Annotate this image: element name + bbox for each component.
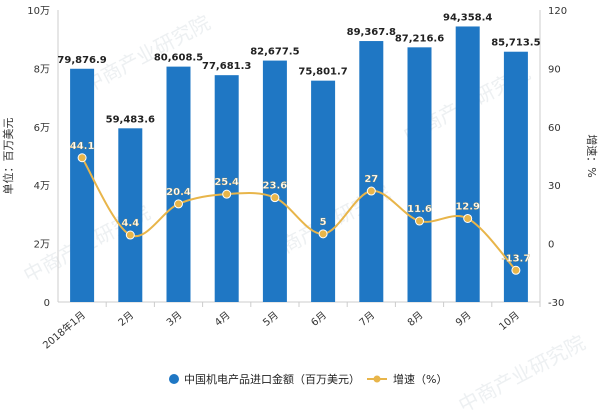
x-tick-label: 7月 bbox=[357, 309, 377, 329]
legend-line-dot bbox=[373, 375, 381, 383]
bar-value-label: 94,358.4 bbox=[443, 12, 492, 23]
growth-point bbox=[270, 193, 280, 203]
bar-value-label: 85,713.5 bbox=[491, 38, 540, 49]
bar bbox=[503, 51, 528, 302]
x-tick-label: 5月 bbox=[261, 309, 281, 329]
growth-line bbox=[77, 153, 521, 275]
legend: 中国机电产品进口金额（百万美元） 增速（%） bbox=[169, 372, 447, 386]
left-axis-title: 单位：百万美元 bbox=[1, 118, 15, 195]
left-tick-label: 10万 bbox=[27, 6, 50, 17]
growth-value-label: 4.4 bbox=[121, 218, 139, 229]
x-tick-label: 6月 bbox=[309, 309, 329, 329]
right-tick-label: 90 bbox=[548, 64, 561, 75]
bar-value-label: 89,367.8 bbox=[347, 27, 396, 38]
x-tick-label: 8月 bbox=[405, 309, 425, 329]
bars bbox=[70, 26, 528, 303]
right-axis-title: 增速：% bbox=[585, 134, 599, 177]
left-tick-label: 6万 bbox=[34, 123, 50, 134]
right-tick-label: 120 bbox=[548, 6, 567, 17]
right-tick-label: -30 bbox=[548, 298, 564, 309]
legend-line-label: 增速（%） bbox=[393, 372, 447, 386]
growth-point bbox=[125, 230, 135, 240]
growth-value-label: 25.4 bbox=[214, 177, 239, 188]
growth-value-label: 12.9 bbox=[455, 201, 480, 212]
bar-value-label: 82,677.5 bbox=[250, 47, 299, 58]
growth-point bbox=[318, 229, 328, 239]
growth-point bbox=[463, 213, 473, 223]
x-tick-label: 9月 bbox=[453, 309, 473, 329]
growth-point bbox=[174, 199, 183, 209]
growth-value-label: 5 bbox=[320, 217, 327, 228]
bar-value-label: 79,876.9 bbox=[57, 55, 106, 66]
growth-point bbox=[366, 186, 376, 196]
x-tick-label: 3月 bbox=[164, 309, 184, 329]
growth-value-label: 44.1 bbox=[70, 141, 95, 152]
bar bbox=[166, 66, 191, 303]
bar bbox=[407, 47, 432, 302]
growth-value-label: 11.6 bbox=[407, 204, 432, 215]
x-tick-label: 2018年1月 bbox=[40, 308, 88, 351]
right-tick-label: 0 bbox=[548, 240, 554, 251]
growth-point bbox=[415, 216, 424, 226]
data-labels: 79,876.9 59,483.6 80,608.577,681.3 82,677.5… bbox=[57, 12, 540, 264]
left-tick-label: 8万 bbox=[34, 64, 50, 75]
growth-point bbox=[77, 153, 87, 163]
left-tick-label: 4万 bbox=[34, 181, 50, 192]
x-tick-label: 2月 bbox=[116, 309, 136, 329]
left-tick-label: 2万 bbox=[34, 240, 50, 251]
bar bbox=[118, 128, 143, 302]
bar-value-label: 59,483.6 bbox=[106, 114, 155, 125]
right-tick-label: 30 bbox=[548, 181, 561, 192]
legend-bar-marker bbox=[169, 374, 179, 384]
bar-value-label: 75,801.7 bbox=[298, 67, 347, 78]
bar-value-label: 77,681.3 bbox=[202, 61, 251, 72]
bar bbox=[70, 68, 95, 302]
bar bbox=[262, 60, 287, 303]
left-tick-label: 0 bbox=[44, 298, 50, 309]
bar bbox=[214, 75, 239, 303]
growth-point bbox=[222, 189, 232, 199]
growth-value-label: 27 bbox=[364, 174, 378, 185]
right-tick-label: 60 bbox=[548, 123, 561, 134]
bar-value-label: 87,216.6 bbox=[395, 33, 444, 44]
growth-line-path bbox=[81, 157, 517, 271]
x-tick-label: 4月 bbox=[212, 309, 232, 329]
growth-value-label: 23.6 bbox=[263, 181, 288, 192]
growth-value-label: 20.4 bbox=[166, 187, 191, 198]
bar bbox=[455, 26, 480, 302]
bar bbox=[311, 80, 336, 303]
bar-value-label: 80,608.5 bbox=[154, 53, 203, 64]
x-tick-label: 10月 bbox=[497, 309, 522, 333]
growth-value-label: -13.7 bbox=[501, 253, 530, 264]
watermark-text: 中商产业研究院 bbox=[454, 330, 589, 412]
legend-bar-label: 中国机电产品进口金额（百万美元） bbox=[184, 372, 360, 386]
growth-point bbox=[511, 265, 521, 275]
bar bbox=[359, 41, 384, 303]
